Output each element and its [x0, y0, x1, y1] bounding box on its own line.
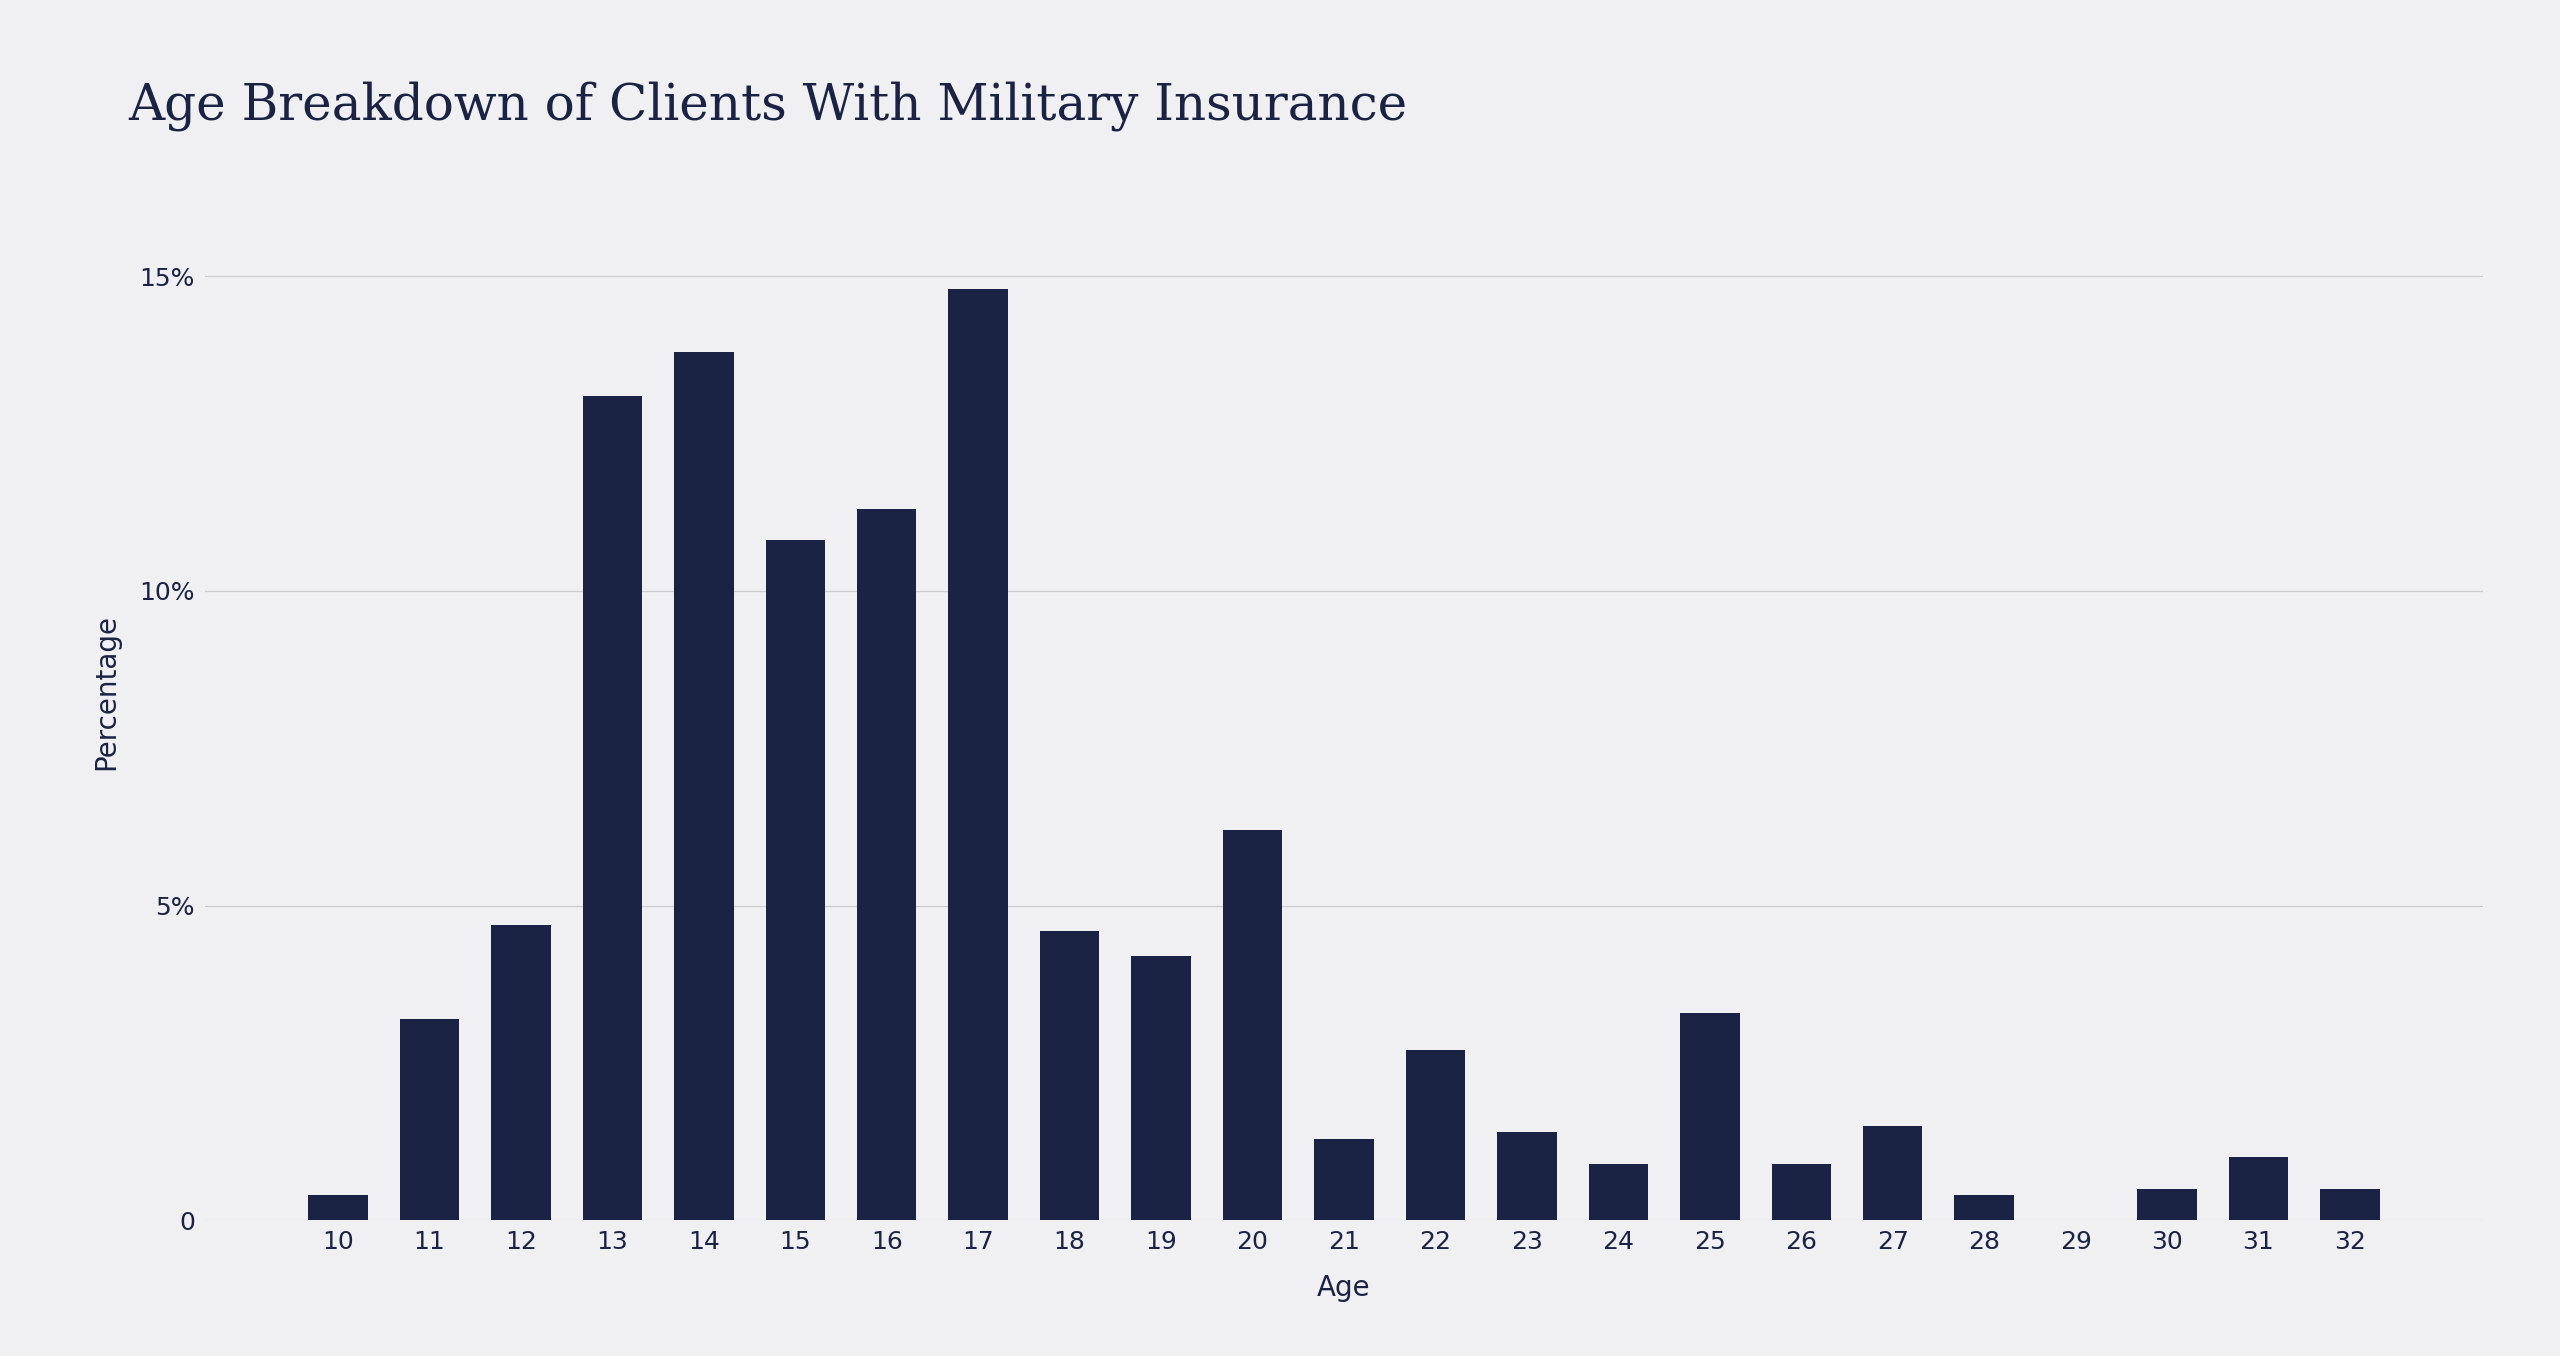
Text: Age Breakdown of Clients With Military Insurance: Age Breakdown of Clients With Military I… [128, 81, 1408, 132]
Bar [1953, 1195, 2015, 1220]
Bar [1498, 1132, 1556, 1220]
Bar [2319, 1189, 2381, 1220]
Bar [492, 925, 550, 1220]
Bar [950, 289, 1009, 1220]
X-axis label: Age: Age [1318, 1273, 1370, 1302]
Bar [1590, 1163, 1649, 1220]
Bar [858, 508, 916, 1220]
Bar [1039, 930, 1098, 1220]
Bar [1772, 1163, 1830, 1220]
Bar [1313, 1139, 1375, 1220]
Bar [765, 541, 824, 1220]
Bar [1132, 956, 1190, 1220]
Bar [1679, 1013, 1738, 1220]
Bar [399, 1018, 458, 1220]
Bar [307, 1195, 369, 1220]
Bar [2230, 1158, 2289, 1220]
Bar [1405, 1051, 1464, 1220]
Bar [1864, 1125, 1923, 1220]
Bar [2138, 1189, 2196, 1220]
Bar [1224, 830, 1283, 1220]
Bar [584, 396, 643, 1220]
Y-axis label: Percentage: Percentage [92, 613, 120, 770]
Bar [673, 351, 735, 1220]
